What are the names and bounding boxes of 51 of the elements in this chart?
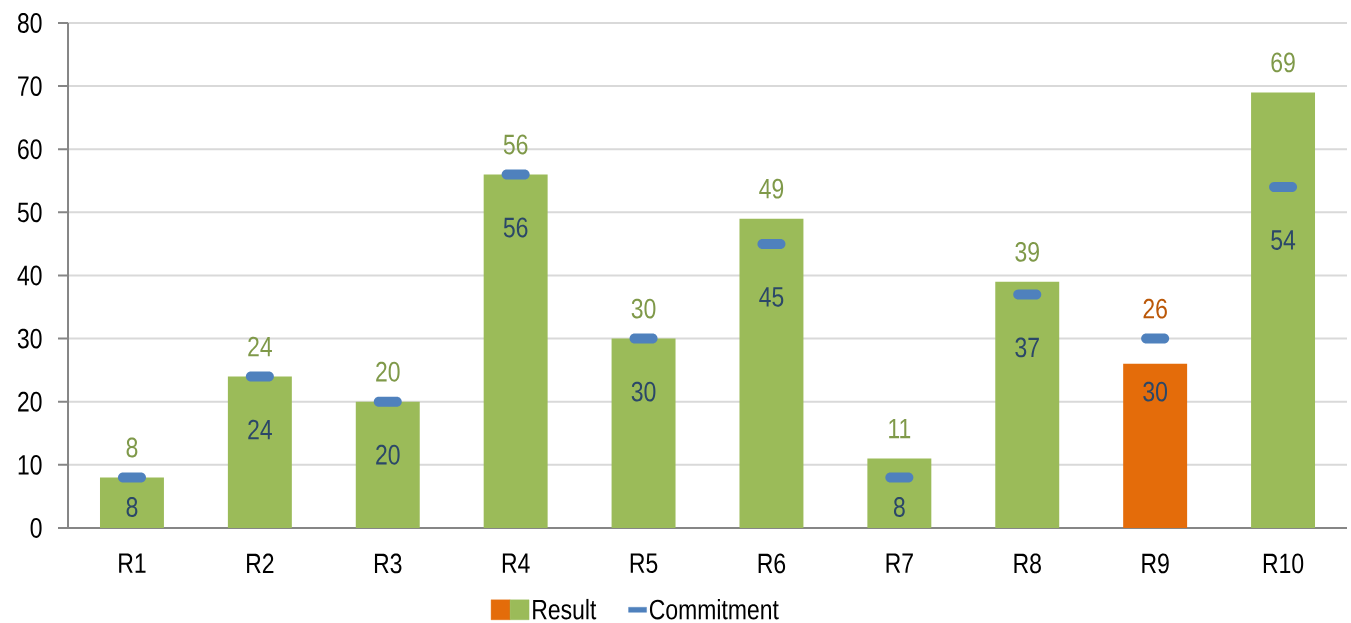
bar	[1251, 92, 1316, 528]
bar	[995, 281, 1060, 528]
x-tick-label: R3	[374, 553, 402, 574]
data-label: 49	[759, 178, 784, 199]
y-tick-label: 20	[18, 391, 42, 412]
y-tick-label: 40	[17, 265, 42, 286]
bar	[355, 401, 420, 528]
x-tick-label: R4	[502, 553, 530, 573]
data-label: 69	[1271, 52, 1295, 73]
bar	[611, 338, 676, 528]
data-label: 39	[1015, 241, 1039, 262]
data-label: 11	[889, 418, 911, 439]
y-tick-label: 80	[17, 13, 42, 33]
y-tick-label: 50	[17, 202, 42, 223]
bar	[867, 458, 932, 528]
data-label: 8	[126, 437, 138, 458]
x-tick-label: R7	[886, 553, 913, 573]
data-label: 20	[376, 444, 400, 465]
data-label: 30	[631, 381, 656, 402]
data-label: 8	[893, 497, 905, 517]
y-tick-label: 60	[18, 139, 42, 160]
data-label: 24	[248, 336, 272, 357]
data-label: 30	[631, 298, 656, 319]
bar	[739, 218, 804, 528]
data-label: 56	[503, 134, 528, 155]
legend-label: Commitment	[649, 598, 779, 620]
data-label: 45	[759, 287, 784, 307]
bar	[99, 477, 164, 528]
y-tick-label: 0	[30, 518, 42, 538]
data-label: 56	[503, 217, 528, 238]
bar	[483, 174, 548, 528]
data-label: 8	[126, 497, 138, 517]
x-tick-label: R10	[1263, 553, 1304, 574]
x-tick-label: R9	[1142, 553, 1169, 574]
data-label: 20	[376, 361, 400, 382]
bar	[1123, 363, 1188, 528]
bar	[227, 376, 292, 528]
x-tick-label: R5	[630, 553, 658, 574]
y-tick-label: 10	[18, 454, 42, 475]
y-tick-label: 30	[17, 328, 42, 349]
data-label: 30	[1143, 381, 1168, 402]
legend-label: Result	[533, 598, 597, 620]
x-tick-label: R2	[247, 553, 274, 574]
data-label: 26	[1143, 298, 1167, 319]
data-label: 54	[1271, 230, 1296, 250]
x-tick-label: R6	[758, 553, 786, 574]
data-label: 37	[1015, 337, 1039, 358]
data-label: 24	[248, 419, 272, 440]
x-tick-label: R1	[119, 553, 146, 573]
x-tick-label: R8	[1014, 553, 1041, 574]
y-tick-label: 70	[18, 76, 42, 97]
